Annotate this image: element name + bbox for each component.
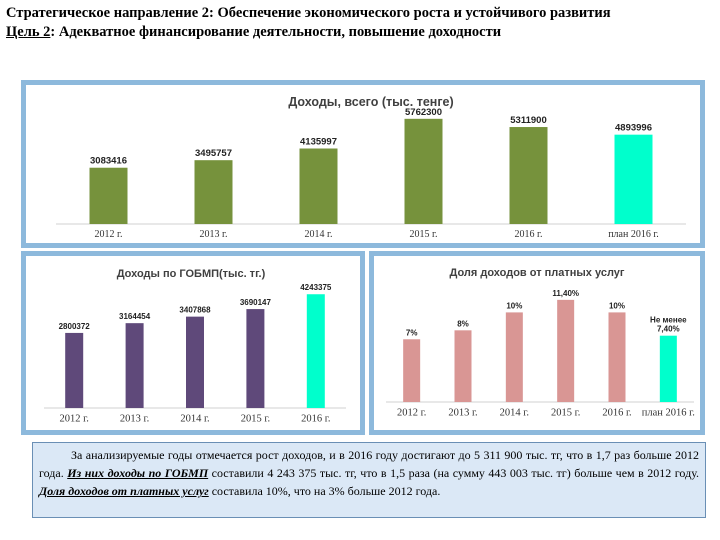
x-tick-label: 2014 г. bbox=[305, 229, 333, 240]
goal-line: Цель 2: Адекватное финансирование деятел… bbox=[6, 23, 712, 42]
slide-header: Стратегическое направление 2: Обеспечени… bbox=[6, 4, 712, 42]
bar bbox=[65, 332, 84, 408]
x-tick-label: 2013 г. bbox=[448, 408, 477, 419]
data-label: 3164454 bbox=[119, 312, 151, 321]
chart-title: Доходы, всего (тыс. тенге) bbox=[288, 95, 453, 109]
x-tick-label: 2014 г. bbox=[500, 408, 529, 419]
total-income-chart: Доходы, всего (тыс. тенге) 3083416 2012 г.… bbox=[56, 95, 686, 240]
data-label: 4135997 bbox=[300, 137, 337, 148]
paid-services-share-chart: Доля доходов от платных услуг 7% 2012 г. 8%… bbox=[386, 267, 695, 419]
data-label: 3495757 bbox=[195, 148, 232, 159]
data-label: 5311900 bbox=[510, 115, 546, 126]
x-tick-label: 2013 г. bbox=[120, 414, 149, 425]
x-tick-label: план 2016 г. bbox=[608, 229, 659, 240]
x-tick-label: 2013 г. bbox=[200, 229, 228, 240]
bar bbox=[505, 312, 523, 402]
x-tick-label: 2012 г. bbox=[60, 414, 89, 425]
data-label: 8% bbox=[457, 319, 469, 328]
bar bbox=[454, 330, 472, 402]
x-tick-label: 2016 г. bbox=[515, 229, 543, 240]
bar bbox=[299, 148, 338, 224]
goal-text: : Адекватное финансирование деятельности… bbox=[50, 24, 502, 40]
x-tick-label: 2016 г. bbox=[602, 408, 631, 419]
data-label: Не менее bbox=[650, 316, 687, 325]
bar bbox=[659, 335, 677, 402]
data-label: 4893996 bbox=[615, 123, 652, 134]
data-label: 3690147 bbox=[240, 298, 272, 307]
data-label: 3083416 bbox=[90, 156, 127, 167]
data-label: 4243375 bbox=[300, 283, 332, 292]
x-tick-label: 2014 г. bbox=[180, 414, 209, 425]
gobmp-income-chart: Доходы по ГОБМП(тыс. тг.) 2800372 2012 г. 3… bbox=[44, 268, 346, 425]
chart-title: Доля доходов от платных услуг bbox=[450, 267, 625, 279]
bar bbox=[557, 299, 575, 402]
bar bbox=[246, 309, 265, 408]
x-tick-label: 2015 г. bbox=[551, 408, 580, 419]
data-label: 10% bbox=[506, 301, 522, 310]
bar bbox=[186, 316, 204, 408]
x-tick-label: 2012 г. bbox=[397, 408, 426, 419]
summary-bold-paid-services: Доля доходов от платных услуг bbox=[39, 484, 209, 498]
x-tick-label: 2016 г. bbox=[301, 414, 330, 425]
bar bbox=[403, 339, 421, 402]
x-tick-label: 2015 г. bbox=[241, 414, 270, 425]
x-tick-label: 2015 г. bbox=[410, 229, 438, 240]
bar bbox=[306, 294, 325, 408]
bar bbox=[89, 167, 128, 224]
summary-text-1: За анализируемые годы отмечается рост до… bbox=[39, 448, 699, 480]
summary-bold-gobmp: Из них доходы по ГОБМП bbox=[67, 466, 209, 480]
bar bbox=[509, 127, 548, 224]
data-label: 7,40% bbox=[657, 325, 680, 334]
summary-text-2: составили 4 243 375 тыс. тг, что в 1,5 р… bbox=[208, 466, 699, 480]
x-tick-label: 2012 г. bbox=[95, 229, 123, 240]
data-label: 7% bbox=[406, 328, 418, 337]
bar bbox=[194, 160, 233, 224]
data-label: 11,40% bbox=[552, 289, 579, 298]
data-label: 5762300 bbox=[405, 107, 442, 118]
paid-services-share-chart-panel: Доля доходов от платных услуг 7% 2012 г. 8%… bbox=[369, 251, 705, 435]
data-label: 3407868 bbox=[179, 306, 211, 315]
summary-text-3: составила 10%, что на 3% больше 2012 год… bbox=[208, 484, 441, 498]
bar bbox=[614, 134, 653, 224]
data-label: 10% bbox=[609, 301, 625, 310]
gobmp-income-chart-panel: Доходы по ГОБМП(тыс. тг.) 2800372 2012 г. 3… bbox=[21, 251, 365, 435]
total-income-chart-panel: Доходы, всего (тыс. тенге) 3083416 2012 г.… bbox=[21, 80, 705, 248]
strategic-direction-title: Стратегическое направление 2: Обеспечени… bbox=[6, 5, 611, 21]
bar bbox=[125, 323, 144, 408]
goal-prefix: Цель 2 bbox=[6, 24, 51, 40]
chart-title: Доходы по ГОБМП(тыс. тг.) bbox=[117, 268, 266, 280]
x-tick-label: план 2016 г. bbox=[642, 408, 695, 419]
data-label: 2800372 bbox=[59, 322, 91, 331]
bar bbox=[404, 118, 443, 224]
summary-text-box: За анализируемые годы отмечается рост до… bbox=[32, 442, 706, 518]
bar bbox=[608, 312, 626, 402]
